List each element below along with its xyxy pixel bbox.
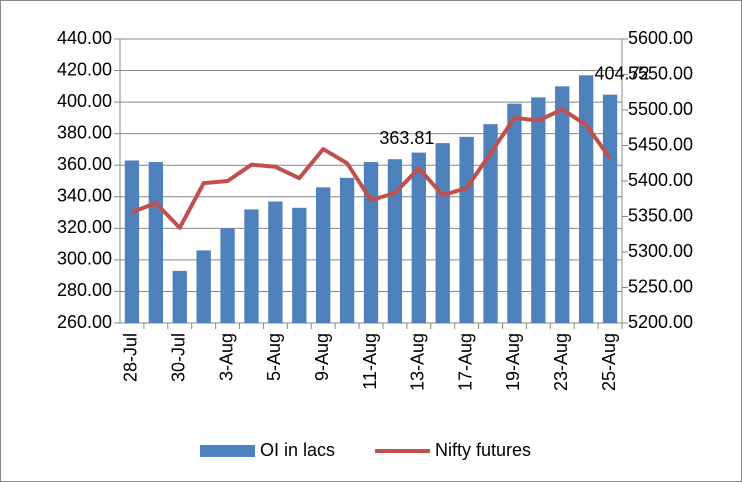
x-tick-label: 19-Aug [503,333,523,391]
bar [387,159,403,323]
y-tick-label: 360.00 [57,154,112,174]
bar [268,201,283,323]
bar [124,160,140,323]
legend-label: OI in lacs [260,440,335,460]
bar [363,162,379,323]
bar [292,207,307,323]
y2-tick-label: 5600.00 [628,28,693,48]
x-tick-label: 23-Aug [551,333,571,391]
y2-tick-label: 5550.00 [628,63,693,83]
legend-swatch [200,445,255,457]
bar [339,177,355,323]
y2-tick-label: 5200.00 [628,312,693,332]
y2-tick-label: 5400.00 [628,170,693,190]
bar [483,124,498,323]
bar [172,270,187,323]
y2-tick-label: 5300.00 [628,241,693,261]
bar [220,228,235,323]
bar [435,143,450,323]
data-label: 363.81 [379,128,434,148]
x-tick-label: 28-Jul [121,333,141,382]
x-tick-label: 30-Jul [169,333,189,382]
bar [555,86,570,323]
x-tick-label: 17-Aug [455,333,475,391]
bar [244,209,259,323]
y-tick-label: 300.00 [57,249,112,269]
y2-tick-label: 5250.00 [628,276,693,296]
x-tick-label: 11-Aug [360,333,380,390]
y-tick-label: 340.00 [57,186,112,206]
x-tick-label: 25-Aug [599,333,619,391]
bar [507,103,522,323]
y2-tick-label: 5350.00 [628,205,693,225]
bar [411,152,426,323]
bar [196,250,211,323]
x-tick-label: 9-Aug [312,333,332,381]
bar [459,136,474,323]
y2-tick-label: 5500.00 [628,99,693,119]
bar [578,75,594,324]
y-tick-label: 280.00 [57,280,112,300]
bar [148,162,164,323]
bar [316,187,331,323]
y-tick-label: 420.00 [57,59,112,79]
y-tick-label: 400.00 [57,91,112,111]
x-tick-label: 5-Aug [264,333,284,381]
legend-label: Nifty futures [435,440,531,460]
y2-tick-label: 5450.00 [628,134,693,154]
x-tick-label: 13-Aug [408,333,428,391]
bar [602,94,618,323]
y-tick-label: 260.00 [57,312,112,332]
data-label: 404.72 [595,63,650,83]
y-tick-label: 320.00 [57,217,112,237]
x-tick-label: 3-Aug [216,333,236,381]
y-tick-label: 440.00 [57,28,112,48]
line [131,107,612,230]
bar [531,97,546,323]
y-tick-label: 380.00 [57,122,112,142]
